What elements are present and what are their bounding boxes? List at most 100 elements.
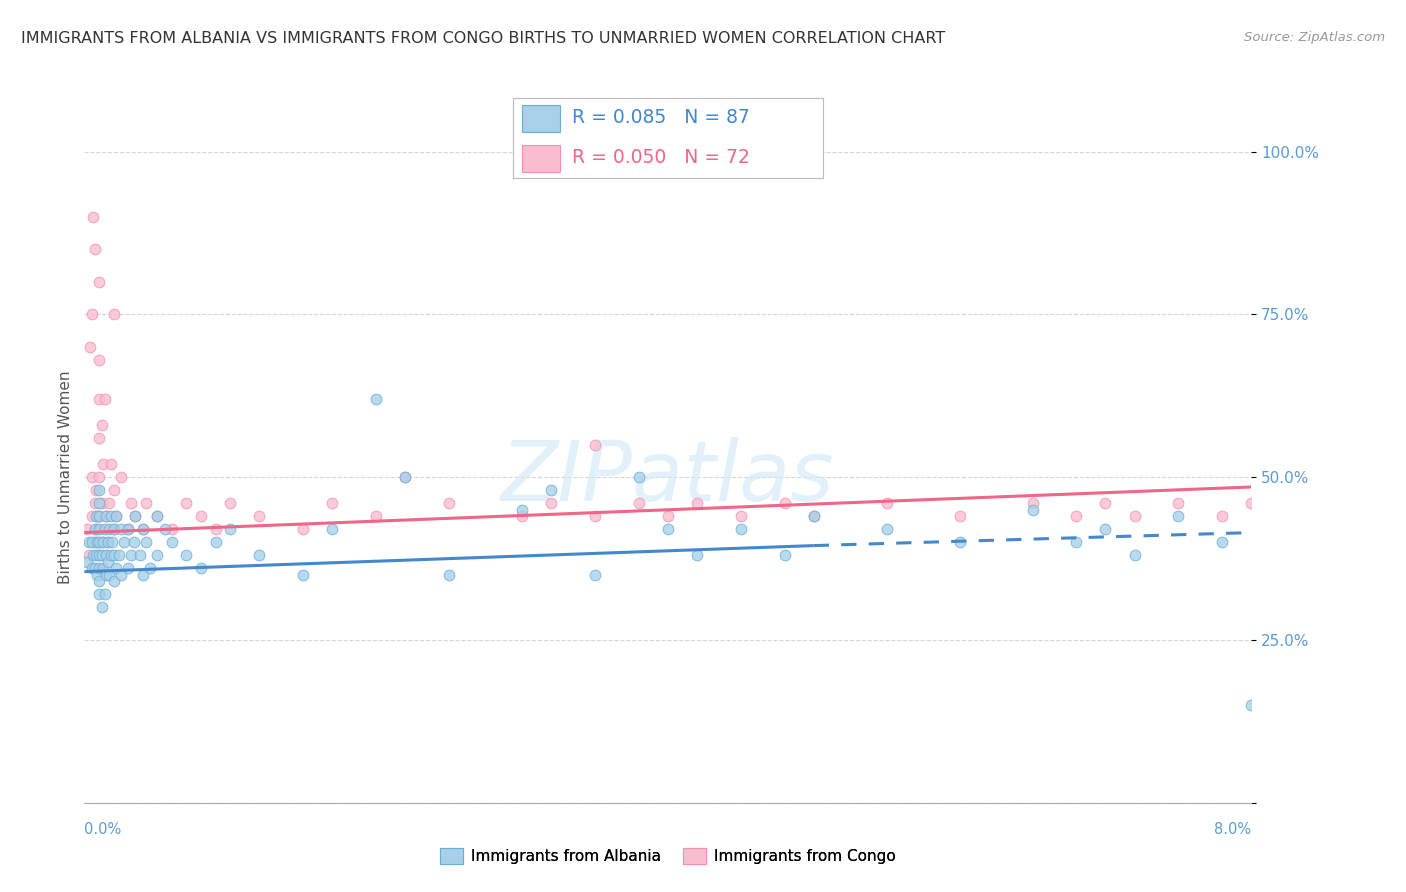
Point (94, 522, 117, 536)
Point (366, 509, 388, 524)
Point (103, 574, 125, 589)
Point (87, 509, 110, 524)
Point (98, 568, 121, 582)
Point (84, 522, 107, 536)
Point (82, 549, 104, 563)
Point (773, 549, 796, 563)
Point (105, 509, 128, 524)
Point (94, 392, 117, 406)
Point (876, 496, 898, 510)
Point (86, 568, 108, 582)
Point (91, 457, 114, 471)
Point (132, 568, 155, 582)
Point (87, 549, 110, 563)
Point (84, 549, 107, 563)
Point (87, 587, 110, 601)
Point (90, 418, 112, 433)
Point (80, 561, 103, 575)
Point (247, 509, 270, 524)
Point (686, 549, 709, 563)
Point (153, 522, 176, 536)
Point (86, 535, 108, 549)
Point (1167, 496, 1189, 510)
Point (394, 470, 416, 484)
Point (1211, 535, 1233, 549)
Point (87, 549, 110, 563)
Point (76, 522, 98, 536)
Point (83, 561, 105, 575)
Point (98, 522, 121, 536)
Point (77, 549, 100, 563)
Point (77, 535, 100, 549)
Point (540, 483, 562, 498)
Point (657, 509, 679, 524)
Point (1240, 698, 1263, 712)
FancyBboxPatch shape (523, 145, 560, 172)
Point (87, 275, 110, 289)
Text: 8.0%: 8.0% (1215, 822, 1251, 837)
Point (87, 470, 110, 484)
Point (120, 549, 142, 563)
Point (583, 437, 606, 451)
Point (146, 509, 169, 524)
Point (82, 561, 104, 575)
Point (122, 535, 145, 549)
Point (94, 587, 117, 601)
Point (100, 509, 122, 524)
Point (96, 509, 118, 524)
Point (292, 568, 315, 582)
Point (176, 549, 198, 563)
Point (146, 509, 169, 524)
Point (96, 509, 118, 524)
Point (876, 522, 898, 536)
Point (87, 483, 110, 498)
Point (583, 568, 606, 582)
Point (105, 509, 128, 524)
Point (100, 457, 122, 471)
Point (90, 549, 112, 563)
Point (146, 549, 169, 563)
Point (80, 509, 103, 524)
Point (103, 483, 125, 498)
Point (132, 522, 155, 536)
Point (219, 496, 242, 510)
Point (1021, 496, 1043, 510)
Point (86, 509, 108, 524)
Point (97, 555, 120, 569)
Point (803, 509, 825, 524)
Point (84, 483, 107, 498)
Point (117, 561, 139, 575)
Point (321, 496, 343, 510)
Point (139, 561, 162, 575)
Point (103, 307, 125, 321)
Text: ZIPatlas: ZIPatlas (501, 437, 835, 517)
Point (247, 549, 270, 563)
Point (124, 509, 146, 524)
Point (1123, 509, 1146, 524)
Point (82, 210, 104, 224)
Point (949, 509, 972, 524)
Text: IMMIGRANTS FROM ALBANIA VS IMMIGRANTS FROM CONGO BIRTHS TO UNMARRIED WOMEN CORRE: IMMIGRANTS FROM ALBANIA VS IMMIGRANTS FR… (21, 31, 945, 46)
Point (83, 535, 105, 549)
Point (76, 555, 98, 569)
Point (108, 549, 131, 563)
Legend: Immigrants from Albania, Immigrants from Congo: Immigrants from Albania, Immigrants from… (434, 842, 901, 870)
Point (437, 496, 460, 510)
Point (128, 549, 150, 563)
Point (1094, 522, 1116, 536)
Point (87, 392, 110, 406)
Point (510, 509, 533, 524)
Point (204, 535, 226, 549)
Point (437, 568, 460, 582)
Point (730, 509, 752, 524)
Point (135, 496, 157, 510)
Point (132, 522, 155, 536)
Point (1211, 509, 1233, 524)
FancyBboxPatch shape (523, 104, 560, 132)
Point (83, 242, 105, 257)
Point (87, 509, 110, 524)
Point (84, 509, 107, 524)
Point (1094, 496, 1116, 510)
Point (87, 353, 110, 368)
Point (1123, 549, 1146, 563)
